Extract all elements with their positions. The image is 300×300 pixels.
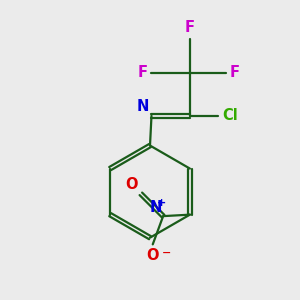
Text: F: F — [138, 65, 148, 80]
Text: F: F — [185, 20, 195, 35]
Text: Cl: Cl — [222, 108, 238, 123]
Text: N: N — [136, 99, 148, 114]
Text: −: − — [162, 248, 172, 258]
Text: O: O — [125, 177, 137, 192]
Text: +: + — [157, 198, 166, 208]
Text: O: O — [146, 248, 159, 263]
Text: N: N — [149, 200, 162, 214]
Text: F: F — [230, 65, 239, 80]
